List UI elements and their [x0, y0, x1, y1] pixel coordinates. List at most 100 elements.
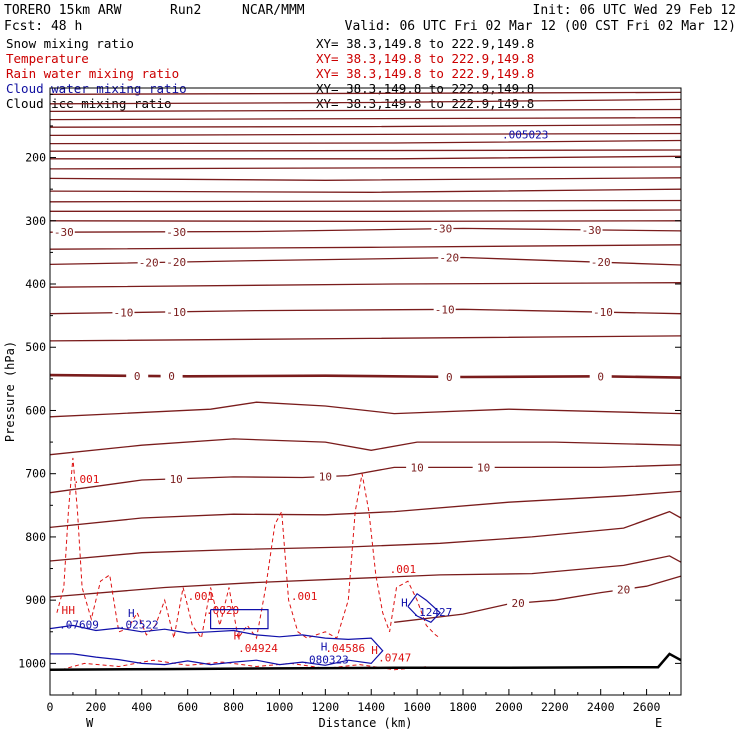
rain-label: .001: [390, 563, 417, 576]
legend-field-xy: XY= 38.3,149.8 to 222.9,149.8: [316, 66, 534, 81]
rain-contour: [56, 457, 441, 640]
legend-field-xy: XY= 38.3,149.8 to 222.9,149.8: [316, 96, 534, 111]
isotherm-line: [49, 166, 682, 170]
x-tick-label: 2200: [541, 700, 569, 714]
isotherm-label-bg: [612, 583, 635, 596]
model-name: TORERO 15km ARW: [4, 3, 122, 18]
y-tick-label: 900: [25, 593, 46, 607]
isotherm-line: [50, 155, 682, 160]
isotherm-label-bg: [591, 306, 614, 319]
rain-label: .0020: [206, 604, 239, 617]
isotherm-label-bg: [112, 306, 135, 319]
legend-field-name: Temperature: [6, 51, 89, 66]
data-source: NCAR/MMM: [242, 3, 305, 18]
y-tick-label: 700: [25, 467, 46, 481]
cloud-label: .02522: [119, 619, 159, 632]
x-tick-label: 1200: [311, 700, 339, 714]
isotherm-label-bg: [438, 370, 461, 383]
isotherm-label: 10: [319, 471, 332, 484]
isotherm-line: [49, 91, 682, 95]
plot-frame: [49, 87, 682, 696]
isotherm-label: -30: [432, 223, 452, 236]
isotherm-line: [49, 227, 682, 233]
rain-label: .0747: [378, 651, 411, 664]
rain-label: .04924: [238, 642, 278, 655]
isotherm-label-bg: [165, 472, 188, 485]
isotherm-line: [49, 464, 682, 494]
isotherm-label: -20: [591, 256, 611, 269]
isotherm-label-bg: [52, 226, 75, 239]
isotherm-label-bg: [438, 251, 461, 264]
isotherm-label-bg: [472, 461, 495, 474]
isotherm-label: 0: [168, 370, 175, 383]
isotherm-line: [49, 188, 682, 193]
x-tick-label: 800: [223, 700, 244, 714]
isotherm-label-bg: [589, 256, 612, 269]
isotherm-label: -10: [593, 306, 613, 319]
isotherm-line: [49, 510, 682, 562]
rain-label: .04586: [325, 642, 365, 655]
isotherm-line: [49, 335, 682, 342]
isotherm-line: [49, 555, 682, 598]
y-tick-label: 800: [25, 530, 46, 544]
isotherm-label: 0: [446, 371, 453, 384]
x-tick-label: 2400: [587, 700, 615, 714]
isotherm-line: [49, 282, 682, 288]
legend-field-xy: XY= 38.3,149.8 to 222.9,149.8: [316, 36, 534, 51]
isotherm-line: [49, 177, 682, 181]
isotherm-label: -20: [139, 257, 159, 270]
isotherm-line: [49, 98, 682, 105]
isotherm-line: [394, 575, 682, 623]
isotherm-label-bg: [507, 597, 530, 610]
rain-contour: [61, 659, 429, 671]
cloud-label: .12427: [413, 606, 453, 619]
isotherm-label: -20: [166, 256, 186, 269]
isotherm-label: -10: [435, 303, 455, 316]
y-tick-label: 600: [25, 403, 46, 417]
isotherm-label-bg: [433, 303, 456, 316]
isotherm-line: [49, 401, 682, 418]
isotherm-label: 0: [134, 370, 141, 383]
isotherm-label: 20: [511, 597, 524, 610]
y-tick-label: 300: [25, 214, 46, 228]
rain-label: .001: [73, 473, 100, 486]
y-tick-label: 500: [25, 340, 46, 354]
isotherm-label: 10: [477, 461, 490, 474]
isotherm-line: [49, 108, 682, 113]
isotherm-line: [49, 139, 682, 145]
east-label: E: [655, 716, 662, 730]
x-tick-label: 200: [86, 700, 107, 714]
cloud-label: .07609: [59, 619, 99, 632]
isotherm-line: [49, 132, 682, 137]
isotherm-label: -20: [439, 252, 459, 265]
run-name: Run2: [170, 3, 201, 18]
valid-time: Valid: 06 UTC Fri 02 Mar 12 (00 CST Fri …: [345, 19, 736, 34]
legend-field-name: Rain water mixing ratio: [6, 66, 179, 81]
isotherm-label: 20: [617, 583, 630, 596]
rain-label: H: [68, 604, 75, 617]
cloud-contour: [210, 609, 269, 630]
cloud-label: .005023: [502, 129, 548, 142]
isotherm-line: [49, 117, 682, 121]
isotherm-line: [49, 438, 682, 456]
x-tick-label: 1000: [266, 700, 294, 714]
isotherm-label: 10: [411, 461, 424, 474]
x-axis-label: Distance (km): [319, 716, 413, 730]
x-tick-label: 2000: [495, 700, 523, 714]
x-tick-label: 1800: [449, 700, 477, 714]
rain-label: H: [371, 644, 378, 657]
legend-field-name: Snow mixing ratio: [6, 36, 134, 51]
isotherm-label: 10: [170, 473, 183, 486]
isotherm-label-bg: [406, 461, 429, 474]
isotherm-label-bg: [126, 369, 149, 382]
isotherm-label: -10: [113, 307, 133, 320]
isotherm-label: -10: [166, 306, 186, 319]
terrain-line: [49, 652, 682, 671]
rain-label: H: [61, 604, 68, 617]
isotherm-line: [50, 209, 682, 212]
isotherm-line: [49, 220, 682, 223]
forecast-hour: Fcst: 48 h: [4, 19, 82, 34]
isotherm-line: [49, 244, 682, 250]
isotherm-label: 0: [597, 370, 604, 383]
